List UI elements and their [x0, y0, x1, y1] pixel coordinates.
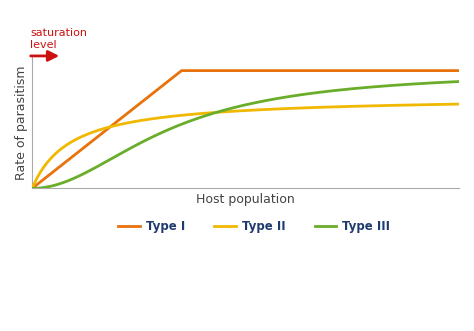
X-axis label: Host population: Host population — [196, 193, 295, 206]
Text: saturation
level: saturation level — [30, 28, 87, 50]
Y-axis label: Rate of parasitism: Rate of parasitism — [15, 66, 28, 180]
Legend: Type I, Type II, Type III: Type I, Type II, Type III — [114, 215, 394, 238]
